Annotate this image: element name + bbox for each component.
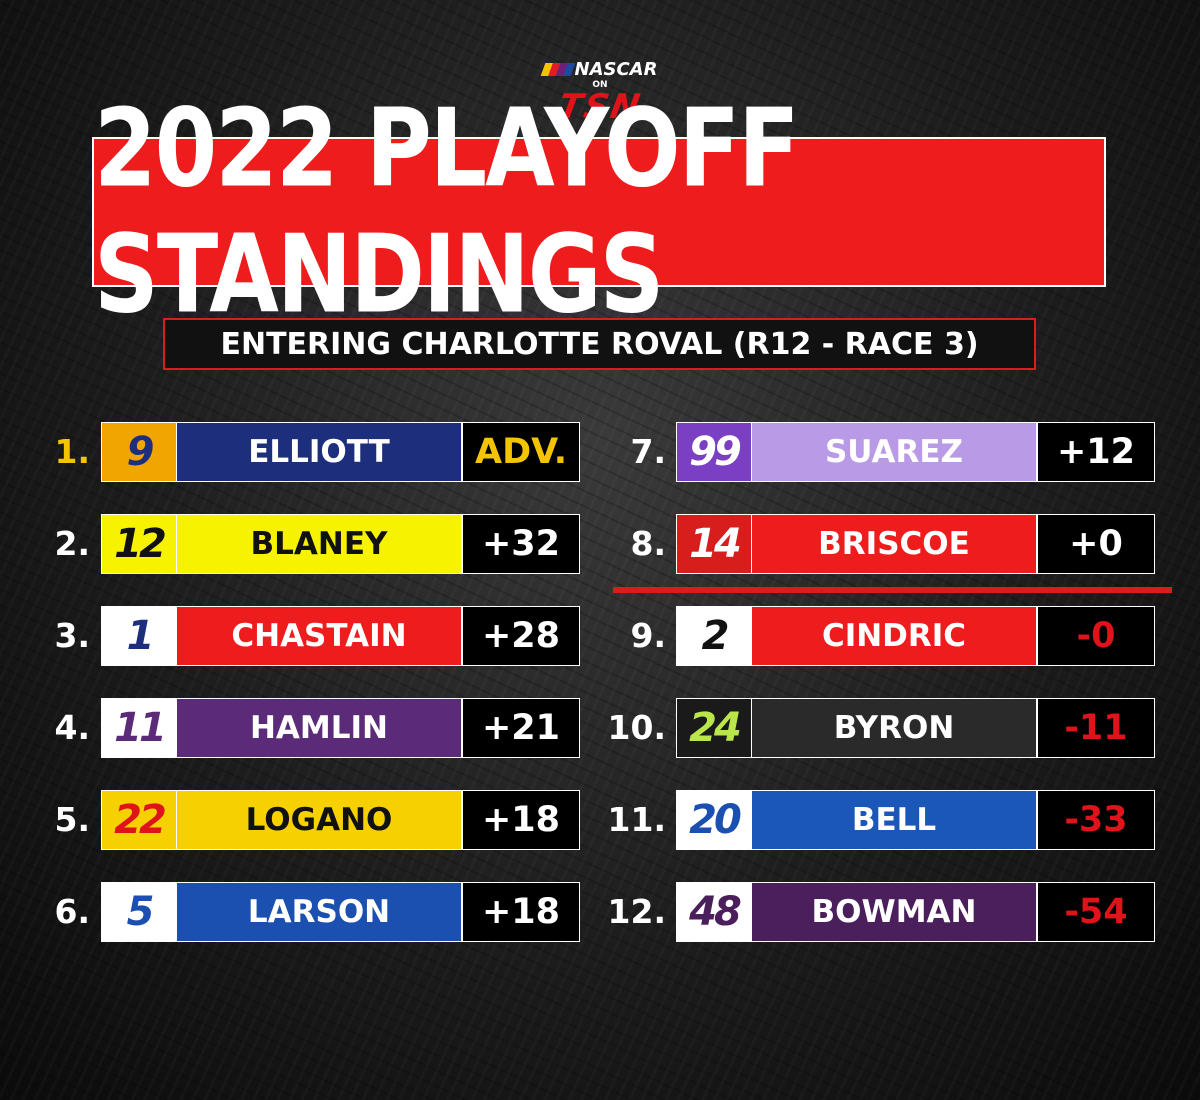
position-label: 7. <box>630 432 667 471</box>
position-label: 11. <box>607 800 666 839</box>
points-value: -11 <box>1037 698 1155 758</box>
standings-row: 5. 22 LOGANO +18 <box>0 790 1200 850</box>
driver-name: SUAREZ <box>751 422 1037 482</box>
standings-row: 3. 1 CHASTAIN +28 <box>0 606 1200 666</box>
position-label: 3. <box>54 616 91 655</box>
points-value: +18 <box>462 790 580 850</box>
position-label: 6. <box>54 892 91 931</box>
league-name: NASCAR <box>574 59 658 80</box>
driver-name: BRISCOE <box>751 514 1037 574</box>
standings-row: 9. 2 CINDRIC -0 <box>0 606 1200 666</box>
points-value: +18 <box>462 882 580 942</box>
standings-row: 2. 12 BLANEY +32 <box>0 514 1200 574</box>
car-number-badge: 2 <box>676 606 752 666</box>
standings-row: 8. 14 BRISCOE +0 <box>0 514 1200 574</box>
playoff-cutline <box>613 587 1172 593</box>
points-value: +21 <box>462 698 580 758</box>
page-subtitle: ENTERING CHARLOTTE ROVAL (R12 - RACE 3) <box>220 326 979 362</box>
driver-name: BLANEY <box>176 514 462 574</box>
car-number-badge: 22 <box>101 790 177 850</box>
points-value: +0 <box>1037 514 1155 574</box>
car-number-badge: 24 <box>676 698 752 758</box>
driver-name: HAMLIN <box>176 698 462 758</box>
points-value: -0 <box>1037 606 1155 666</box>
points-value: +32 <box>462 514 580 574</box>
page-title: 2022 PLAYOFF STANDINGS <box>94 85 800 338</box>
car-number-badge: 11 <box>101 698 177 758</box>
standings-row: 12. 48 BOWMAN -54 <box>0 882 1200 942</box>
position-label: 2. <box>54 524 91 563</box>
standings-row: 11. 20 BELL -33 <box>0 790 1200 850</box>
standings-row: 4. 11 HAMLIN +21 <box>0 698 1200 758</box>
points-value: ADV. <box>462 422 580 482</box>
driver-name: BYRON <box>751 698 1037 758</box>
nascar-stripes-icon <box>540 63 575 76</box>
position-label: 9. <box>630 616 667 655</box>
standings-row: 1. 9 ELLIOTT ADV. <box>0 422 1200 482</box>
position-label: 5. <box>54 800 91 839</box>
driver-name: BOWMAN <box>751 882 1037 942</box>
car-number-badge: 48 <box>676 882 752 942</box>
position-label: 12. <box>607 892 666 931</box>
standings-row: 7. 99 SUAREZ +12 <box>0 422 1200 482</box>
nascar-on-tsn-logo: NASCAR ON TSN <box>0 59 1200 127</box>
driver-name: CINDRIC <box>751 606 1037 666</box>
car-number-badge: 12 <box>101 514 177 574</box>
car-number-badge: 20 <box>676 790 752 850</box>
points-value: +12 <box>1037 422 1155 482</box>
car-number-badge: 5 <box>101 882 177 942</box>
driver-name: LARSON <box>176 882 462 942</box>
logo-on-text: ON <box>592 80 608 90</box>
car-number-badge: 99 <box>676 422 752 482</box>
position-label: 10. <box>607 708 666 747</box>
driver-name: ELLIOTT <box>176 422 462 482</box>
car-number-badge: 1 <box>101 606 177 666</box>
standings-row: 10. 24 BYRON -11 <box>0 698 1200 758</box>
points-value: -33 <box>1037 790 1155 850</box>
position-label: 4. <box>54 708 91 747</box>
points-value: +28 <box>462 606 580 666</box>
position-label: 8. <box>630 524 667 563</box>
driver-name: CHASTAIN <box>176 606 462 666</box>
subtitle-banner: ENTERING CHARLOTTE ROVAL (R12 - RACE 3) <box>163 318 1036 370</box>
position-label: 1. <box>54 432 91 471</box>
car-number-badge: 9 <box>101 422 177 482</box>
points-value: -54 <box>1037 882 1155 942</box>
driver-name: LOGANO <box>176 790 462 850</box>
standings-row: 6. 5 LARSON +18 <box>0 882 1200 942</box>
car-number-badge: 14 <box>676 514 752 574</box>
title-banner: 2022 PLAYOFF STANDINGS <box>92 86 1106 338</box>
driver-name: BELL <box>751 790 1037 850</box>
